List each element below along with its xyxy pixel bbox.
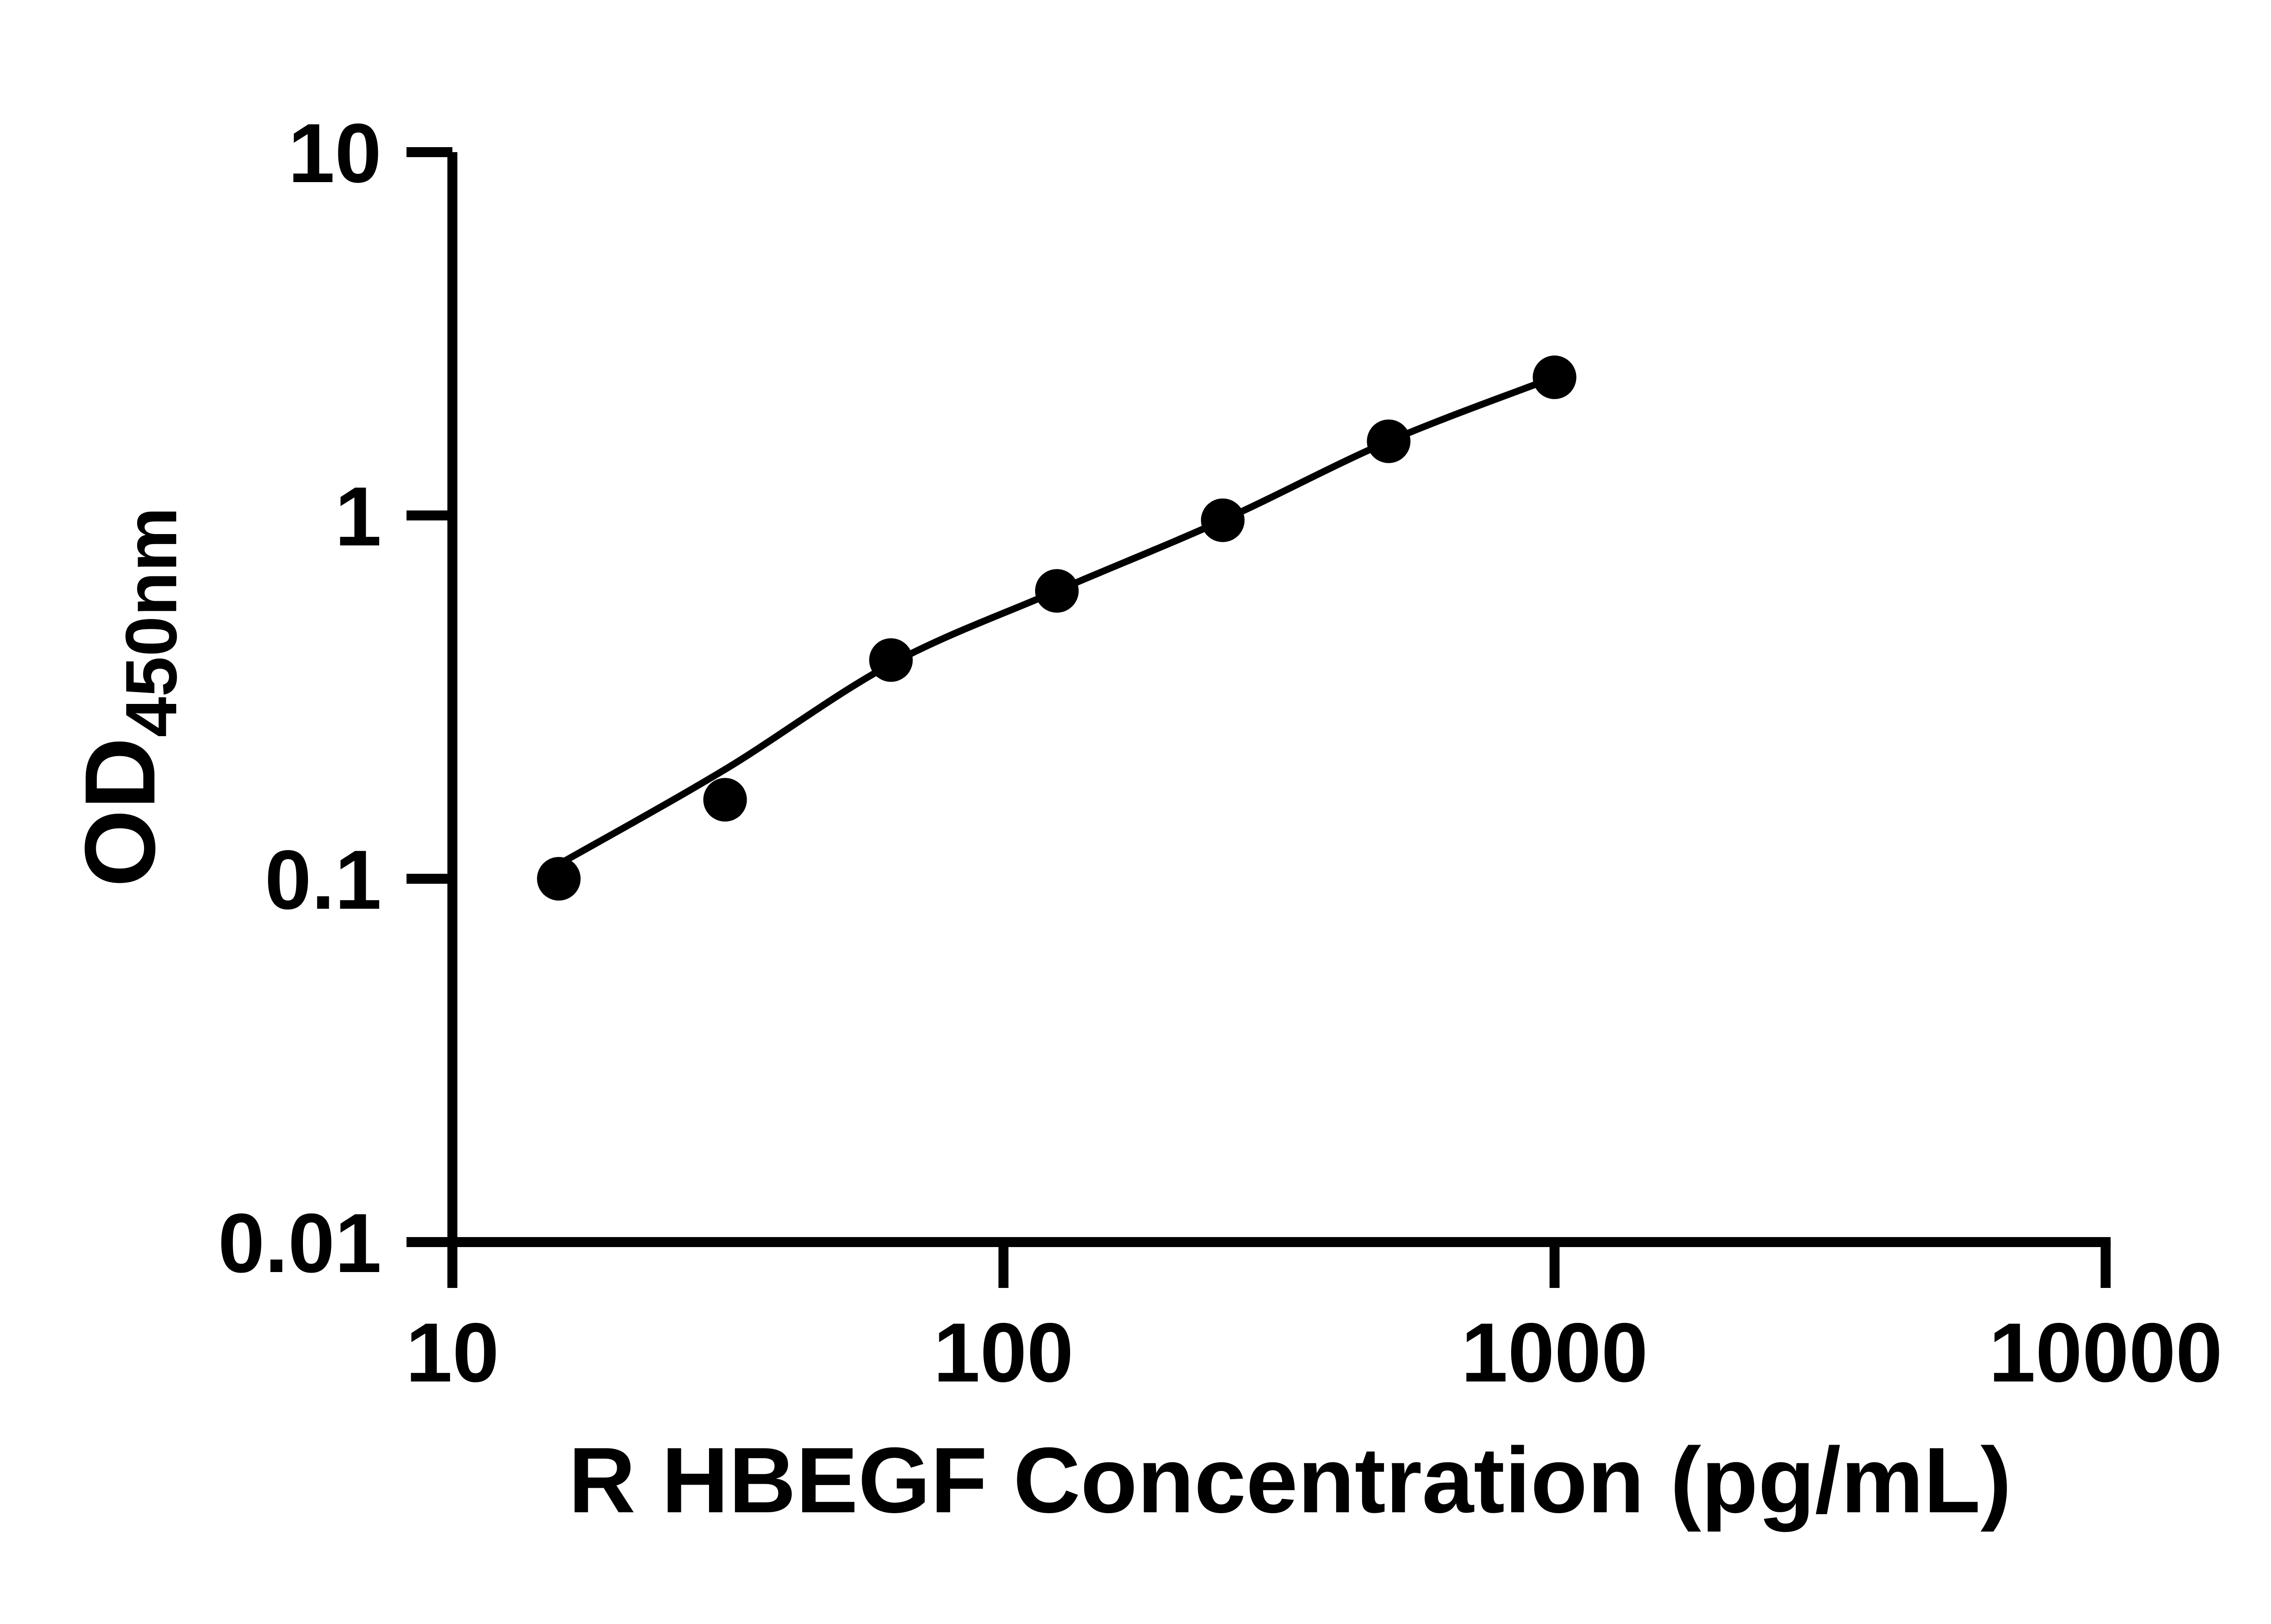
data-point	[537, 857, 581, 901]
y-axis-title: OD450nm	[64, 507, 192, 887]
x-tick-label: 1000	[1461, 1306, 1648, 1400]
y-tick-label: 0.1	[265, 833, 382, 927]
y-tick-label: 0.01	[218, 1197, 382, 1290]
y-tick-label: 1	[335, 470, 382, 564]
y-tick-label: 10	[288, 107, 382, 200]
x-tick-label: 10	[406, 1306, 499, 1400]
data-point	[1035, 569, 1079, 613]
data-point	[1367, 419, 1411, 463]
data-point	[869, 638, 913, 682]
data-point	[1201, 498, 1245, 542]
x-axis-title: R HBEGF Concentration (pg/mL)	[568, 1428, 2011, 1532]
x-tick-label: 100	[933, 1306, 1074, 1400]
data-point	[703, 778, 747, 822]
data-point	[1532, 355, 1577, 399]
x-tick-label: 10000	[1989, 1306, 2222, 1400]
